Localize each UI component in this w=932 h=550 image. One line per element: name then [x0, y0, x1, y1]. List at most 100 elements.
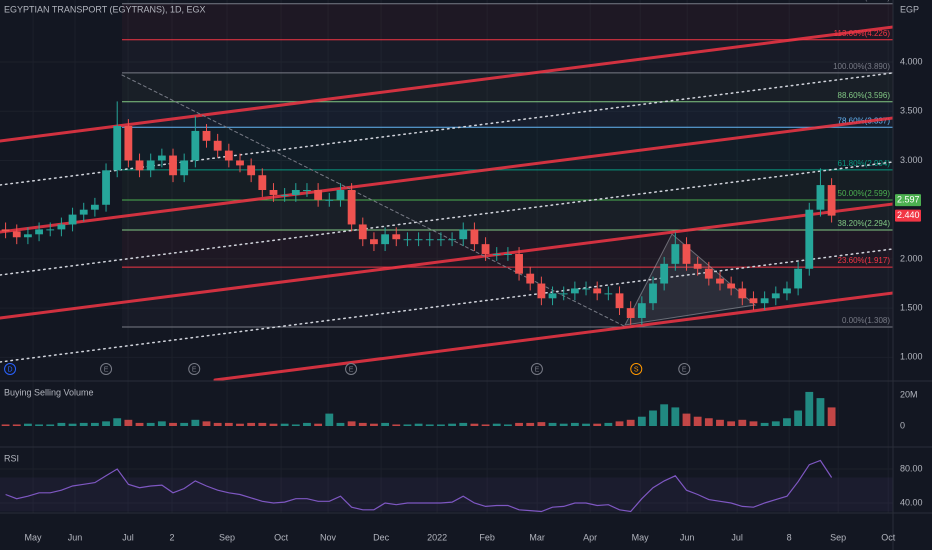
- volume-bar: [414, 423, 423, 427]
- volume-bar: [191, 419, 200, 427]
- volume-bar: [459, 422, 468, 427]
- volume-bar: [615, 421, 624, 427]
- volume-bar: [113, 418, 122, 427]
- x-tick-label: Jun: [680, 532, 695, 542]
- candle-body: [481, 244, 490, 254]
- price-label: 2.440: [897, 210, 920, 220]
- candle-body: [358, 224, 367, 240]
- volume-bar: [582, 423, 590, 427]
- volume-bar: [370, 423, 378, 427]
- candle-body: [515, 253, 523, 274]
- candle-body: [660, 263, 669, 284]
- x-tick-label: Jul: [731, 532, 743, 542]
- candle-body: [537, 283, 546, 299]
- x-tick-label: Apr: [583, 532, 597, 542]
- candle-body: [425, 239, 434, 241]
- volume-bar: [637, 416, 646, 427]
- volume-bar: [816, 398, 825, 427]
- candle-body: [202, 130, 211, 141]
- candles: [0, 101, 893, 513]
- channel-mid-line: [0, 156, 932, 276]
- volume-bar: [124, 419, 133, 427]
- candle-body: [79, 209, 88, 215]
- volume-bar: [704, 418, 713, 427]
- volume-bar: [57, 422, 66, 427]
- volume-bar: [236, 423, 244, 427]
- volume-bar: [425, 424, 434, 427]
- y-tick-label: 4.000: [900, 56, 923, 66]
- candle-body: [548, 293, 557, 299]
- volume-bar: [291, 424, 300, 427]
- volume-bar: [448, 423, 456, 427]
- channel-line: [0, 20, 932, 143]
- fib-level-label: 0.00%(1.308): [842, 316, 890, 325]
- x-tick-label: Sep: [219, 532, 235, 542]
- candle-body: [370, 239, 378, 245]
- volume-bar: [403, 424, 412, 427]
- candle-body: [794, 268, 803, 289]
- candle-body: [23, 234, 32, 238]
- event-circle: [630, 363, 643, 375]
- rsi-title: RSI: [4, 453, 19, 463]
- candle-body: [180, 160, 189, 176]
- volume-title: Buying Selling Volume: [4, 387, 94, 397]
- candle-body: [213, 140, 222, 151]
- volume-bar: [749, 421, 758, 427]
- volume-bar: [258, 422, 267, 427]
- candle-body: [593, 288, 602, 294]
- volume-bar: [213, 422, 222, 427]
- x-tick-label: Feb: [479, 532, 495, 542]
- candle-body: [414, 239, 423, 241]
- volume-bar: [559, 423, 568, 427]
- volume-bar: [269, 423, 278, 427]
- volume-bar: [157, 421, 166, 427]
- candle-body: [403, 239, 412, 241]
- volume-bar: [548, 422, 557, 427]
- y-tick-label: 3.500: [900, 106, 923, 116]
- fib-level-label: 127.20%(4.592): [833, 0, 890, 2]
- candle-body: [1, 229, 10, 232]
- channel-line: [0, 197, 932, 320]
- fib-zone: [122, 3, 893, 40]
- candle-body: [169, 155, 177, 176]
- candle-body: [492, 253, 501, 255]
- volume-tick-label: 20M: [900, 389, 918, 399]
- volume-bar: [593, 423, 602, 427]
- volume-bar: [693, 416, 702, 427]
- fib-level-label: 61.80%(2.904): [838, 159, 891, 168]
- price-label: 2.597: [897, 195, 920, 205]
- volume-bar: [347, 421, 356, 427]
- candle-body: [381, 234, 390, 245]
- event-marker: E: [678, 363, 691, 375]
- fib-level-label: 23.60%(1.917): [838, 256, 891, 265]
- candle-body: [570, 288, 579, 294]
- candle-body: [157, 155, 166, 161]
- volume-bar: [738, 419, 747, 427]
- rsi-tick-label: 80.00: [900, 463, 923, 473]
- candle-body: [68, 214, 77, 225]
- x-tick-label: Dec: [373, 532, 390, 542]
- volume-bar: [247, 422, 256, 427]
- candle-body: [113, 126, 122, 171]
- volume-bar: [503, 424, 512, 427]
- candle-body: [827, 185, 836, 216]
- event-label: S: [634, 366, 639, 373]
- candle-body: [771, 293, 780, 299]
- channel-line: [213, 286, 932, 382]
- event-marker: E: [530, 363, 543, 375]
- candle-body: [526, 273, 535, 284]
- x-tick-label: Oct: [274, 532, 289, 542]
- channel-line: [0, 111, 932, 234]
- fib-level-label: 100.00%(3.890): [833, 62, 890, 71]
- volume-bar: [392, 424, 401, 427]
- axis-background: [893, 0, 932, 550]
- candle-body: [314, 190, 323, 200]
- candle-body: [783, 288, 791, 294]
- x-tick-label: Mar: [529, 532, 545, 542]
- event-circle: [100, 363, 113, 375]
- candle-body: [236, 160, 244, 166]
- fib-level-label: 38.20%(2.294): [838, 219, 891, 228]
- candle-body: [760, 298, 769, 304]
